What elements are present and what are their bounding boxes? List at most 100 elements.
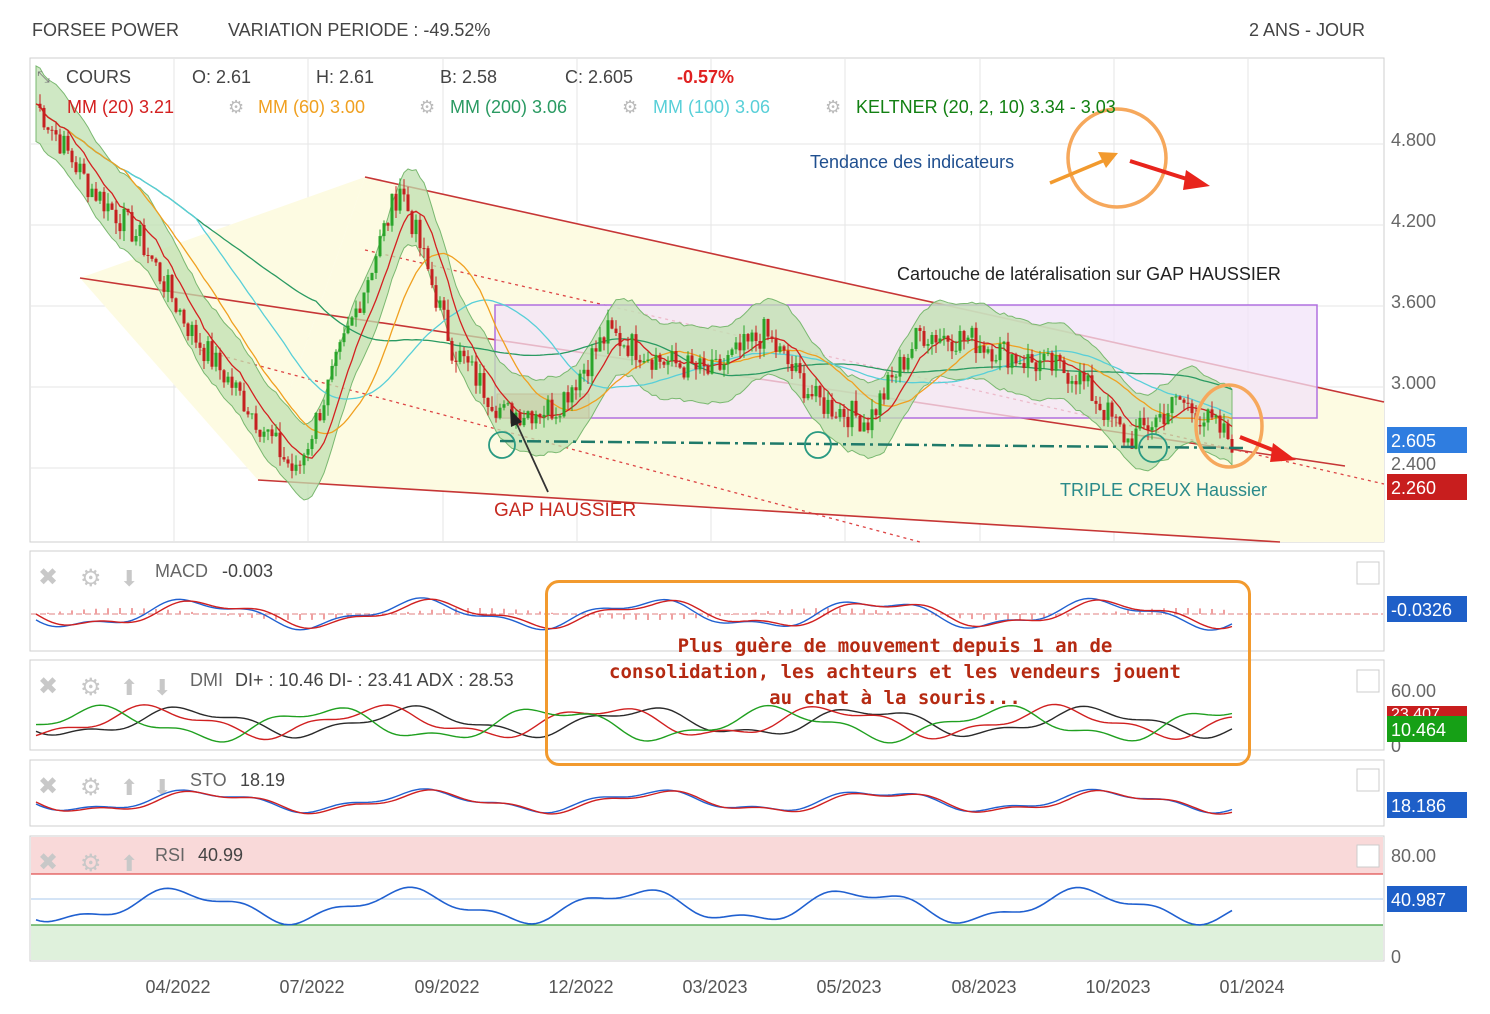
candle-body <box>1154 417 1158 428</box>
sto-close-icon[interactable]: ✖ <box>38 773 58 800</box>
sto-d-line <box>35 789 1233 815</box>
candle-body <box>250 413 254 415</box>
comment-line-2: consolidation, les achteurs et les vende… <box>609 661 1181 683</box>
macd-histogram-bar <box>971 614 973 620</box>
sto-up-arrow-icon[interactable]: ⬆ <box>120 775 138 800</box>
candle-body <box>1214 415 1218 418</box>
macd-histogram-bar <box>623 614 625 620</box>
mm200-gear-icon[interactable]: ⚙ <box>419 97 435 117</box>
candle-body <box>470 361 474 363</box>
candle-body <box>174 298 178 312</box>
x-tick-label: 07/2022 <box>279 977 344 997</box>
candle-body <box>430 269 434 286</box>
macd-close-icon[interactable]: ✖ <box>38 564 58 591</box>
candle-body <box>1034 362 1038 372</box>
sto-gear-icon[interactable]: ⚙ <box>80 774 102 801</box>
candle-body <box>190 324 194 337</box>
dmi-gear-icon[interactable]: ⚙ <box>80 674 102 701</box>
candle-body <box>598 337 602 352</box>
cours-icon[interactable]: ⤡ <box>37 69 50 86</box>
candle-body <box>882 393 886 400</box>
macd-gear-icon[interactable]: ⚙ <box>80 565 102 592</box>
candle-body <box>1042 353 1046 361</box>
candle-body <box>290 463 294 471</box>
macd-histogram-bar <box>155 608 157 614</box>
candle-body <box>422 248 426 250</box>
rsi-tick-bottom: 0 <box>1391 947 1401 967</box>
rsi-close-icon[interactable]: ✖ <box>38 849 58 876</box>
candle-body <box>1190 403 1194 414</box>
x-tick-label: 03/2023 <box>682 977 747 997</box>
macd-last-value: -0.0326 <box>1391 600 1452 620</box>
sto-down-arrow-icon[interactable]: ⬇ <box>153 775 171 800</box>
candle-body <box>1006 341 1010 368</box>
candle-body <box>1186 402 1190 404</box>
candle-body <box>62 135 66 154</box>
candle-body <box>606 320 610 344</box>
candle-body <box>1174 396 1178 398</box>
macd-histogram-bar <box>47 612 49 614</box>
candle-body <box>310 438 314 450</box>
macd-histogram-bar <box>323 614 325 620</box>
macd-histogram-bar <box>707 614 709 618</box>
candle-body <box>518 412 522 426</box>
candle-body <box>714 358 718 360</box>
dmi-close-icon[interactable]: ✖ <box>38 673 58 700</box>
mm60-gear-icon[interactable]: ⚙ <box>228 97 244 117</box>
dmi-green-value: 10.464 <box>1391 720 1446 740</box>
candle-body <box>702 358 706 367</box>
candle-body <box>810 394 814 397</box>
macd-signal-line <box>35 598 1233 630</box>
candle-body <box>378 236 382 257</box>
candle-body <box>1078 372 1082 385</box>
gap-annotation: GAP HAUSSIER <box>494 500 636 521</box>
last-price-badge <box>1387 427 1467 453</box>
candle-body <box>678 363 682 368</box>
macd-histogram-bar <box>1223 609 1225 614</box>
macd-down-arrow-icon[interactable]: ⬇ <box>120 566 138 591</box>
sto-value: 18.19 <box>240 770 285 790</box>
gap-arrow-line <box>514 419 549 493</box>
macd-histogram-bar <box>527 610 529 614</box>
candle-body <box>610 320 614 329</box>
macd-histogram-bar <box>59 611 61 614</box>
rsi-last-value: 40.987 <box>1391 890 1446 910</box>
macd-histogram-bar <box>119 608 121 614</box>
macd-histogram-bar <box>551 612 553 614</box>
sto-checkbox[interactable] <box>1356 768 1380 792</box>
candle-body <box>1054 355 1058 371</box>
candle-body <box>118 223 122 232</box>
candle-body <box>90 188 94 198</box>
dmi-down-arrow-icon[interactable]: ⬇ <box>153 675 171 700</box>
candle-body <box>466 356 470 363</box>
rsi-up-arrow-icon[interactable]: ⬆ <box>120 851 138 876</box>
rsi-checkbox[interactable] <box>1356 844 1380 868</box>
trend-circle <box>1066 107 1168 209</box>
dmi-minus-line <box>35 703 1233 741</box>
candle-body <box>1018 363 1022 365</box>
comment-line-3: au chat à la souris... <box>769 687 1021 709</box>
legend-mm200: MM (200) 3.06 <box>450 97 567 117</box>
dmi-up-arrow-icon[interactable]: ⬆ <box>120 675 138 700</box>
candle-body <box>1130 438 1134 449</box>
candle-body <box>354 308 358 318</box>
trend-arrow-down <box>1129 159 1191 182</box>
candle-body <box>878 393 882 416</box>
candle-body <box>966 337 970 341</box>
candle-body <box>958 331 962 351</box>
candle-body <box>710 359 714 374</box>
candle-body <box>894 376 898 378</box>
mm100-gear-icon[interactable]: ⚙ <box>622 97 638 117</box>
macd-histogram-bar <box>143 608 145 614</box>
keltner-gear-icon[interactable]: ⚙ <box>825 97 841 117</box>
macd-histogram-bar <box>251 614 253 618</box>
rsi-gear-icon[interactable]: ⚙ <box>80 850 102 877</box>
candle-body <box>1182 399 1186 403</box>
candle-body <box>522 417 526 426</box>
dmi-checkbox[interactable] <box>1356 669 1380 693</box>
candle-body <box>282 457 286 460</box>
candle-body <box>734 342 738 350</box>
period-selector[interactable]: 2 ANS - JOUR <box>1249 20 1366 40</box>
macd-checkbox[interactable] <box>1356 561 1380 585</box>
